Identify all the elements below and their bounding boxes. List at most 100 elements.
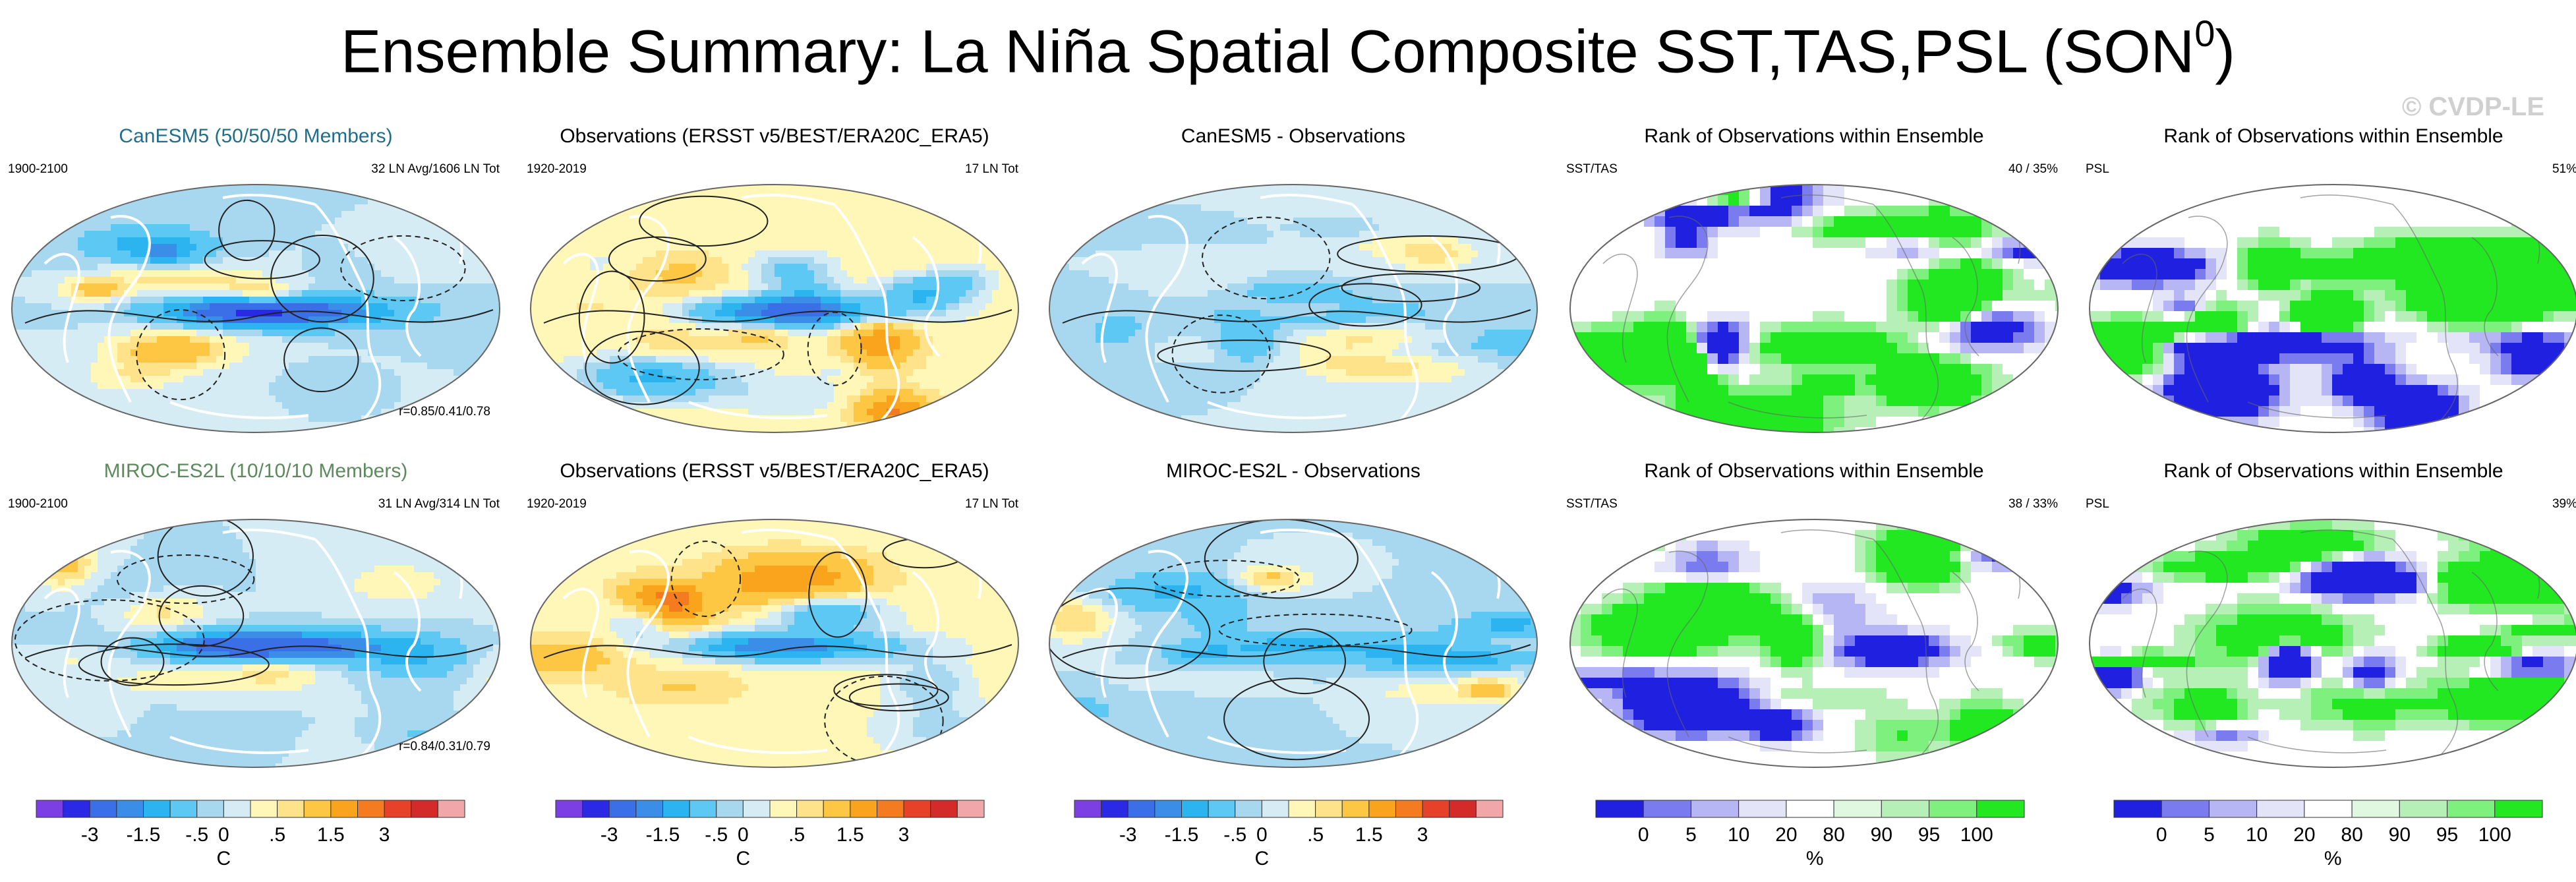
colorbar-swatch	[2494, 800, 2543, 818]
colorbar-tick-label: 3	[898, 824, 910, 846]
colorbar-swatch	[384, 800, 412, 818]
rank-map	[2089, 519, 2576, 768]
panel-right-label: 40 / 35%	[2008, 162, 2058, 177]
sst-map	[1049, 519, 1538, 768]
colorbar-swatch	[1154, 800, 1182, 818]
colorbar-swatch	[2208, 800, 2258, 818]
panel-title: Observations (ERSST v5/BEST/ERA20C_ERA5)	[524, 125, 1025, 148]
colorbar-tick-label: 0	[1256, 824, 1268, 846]
rank-colorbar: 0 5 10 20 80 90 95 100%	[2111, 798, 2546, 877]
colorbar-tick-label: 95	[1918, 824, 1940, 846]
colorbar-tick-label: .5	[788, 824, 805, 846]
colorbar-tick-label: 0	[218, 824, 229, 846]
colorbar-swatch	[1181, 800, 1209, 818]
panel-title: MIROC-ES2L (10/10/10 Members)	[5, 460, 506, 483]
colorbar-swatch	[1341, 800, 1370, 818]
colorbar-unit-label: C	[736, 848, 751, 869]
colorbar-swatch	[303, 800, 332, 818]
colorbar-unit-label: C	[1255, 848, 1270, 869]
colorbar-unit-label: %	[1806, 848, 1824, 869]
panel-right-label: 38 / 33%	[2008, 497, 2058, 512]
colorbar-swatch	[716, 800, 744, 818]
colorbar-swatch	[63, 800, 90, 818]
colorbar-tick-label: 0	[738, 824, 749, 846]
colorbar-swatch	[1929, 800, 1977, 818]
colorbar-swatch	[2447, 800, 2496, 818]
colorbar-tick-label: .5	[269, 824, 285, 846]
map-panel: Rank of Observations within Ensemble PSL 5…	[2083, 125, 2576, 435]
colorbar-swatch	[116, 800, 144, 818]
panel-title: MIROC-ES2L - Observations	[1043, 460, 1544, 483]
colorbar-swatch	[1315, 800, 1343, 818]
panel-right-label: 31 LN Avg/314 LN Tot	[378, 497, 500, 512]
colorbar-tick-label: -1.5	[1165, 824, 1199, 846]
panel-left-label: 1900-2100	[8, 162, 68, 177]
colorbar-tick-label: 3	[379, 824, 390, 846]
sst-map	[530, 519, 1019, 768]
panel-title: CanESM5 - Observations	[1043, 125, 1544, 148]
rank-colorbar: 0 5 10 20 80 90 95 100%	[1593, 798, 2028, 877]
colorbar-tick-label: 1.5	[1355, 824, 1383, 846]
colorbar-tick-label: 10	[2246, 824, 2268, 846]
colorbar-swatch	[2113, 800, 2162, 818]
colorbar-swatch	[2256, 800, 2305, 818]
colorbar-swatch	[143, 800, 171, 818]
colorbar-swatch	[277, 800, 305, 818]
panel-left-label: SST/TAS	[1566, 162, 1618, 177]
panel-right-label: 51%	[2552, 162, 2576, 177]
colorbar-tick-label: 20	[1775, 824, 1797, 846]
panel-right-label: 39%	[2552, 497, 2576, 512]
sst-map	[530, 184, 1019, 433]
sst-colorbar: -3 -1.5 -.5 0 .5 1.5 3 C	[1071, 798, 1506, 877]
colorbar-swatch	[823, 800, 851, 818]
colorbar-swatch	[956, 800, 985, 818]
colorbar-swatch	[1127, 800, 1156, 818]
colorbar-swatch	[223, 800, 251, 818]
sst-map	[11, 519, 500, 768]
colorbar-swatch	[903, 800, 931, 818]
panel-right-label: 17 LN Tot	[965, 162, 1018, 177]
colorbar-swatch	[169, 800, 198, 818]
colorbar-tick-label: 1.5	[317, 824, 345, 846]
colorbar-swatch	[1395, 800, 1423, 818]
colorbar-swatch	[582, 800, 610, 818]
panel-correlation-label: r=0.85/0.41/0.78	[399, 405, 490, 419]
colorbar-tick-label: -3	[600, 824, 618, 846]
map-panel: Rank of Observations within Ensemble PSL 3…	[2083, 460, 2576, 770]
panel-left-label: 1900-2100	[8, 497, 68, 512]
colorbar-swatch	[1881, 800, 1930, 818]
panel-title: Rank of Observations within Ensemble	[1564, 460, 2064, 483]
rank-map	[1569, 184, 2059, 433]
colorbar-tick-label: -1.5	[646, 824, 680, 846]
colorbar-swatch	[689, 800, 717, 818]
colorbar-swatch	[36, 800, 64, 818]
map-panel: Observations (ERSST v5/BEST/ERA20C_ERA5)…	[524, 460, 1025, 770]
panel-title: Rank of Observations within Ensemble	[2083, 125, 2576, 148]
map-panel: Rank of Observations within Ensemble SST/…	[1564, 125, 2064, 435]
colorbar-swatch	[1074, 800, 1102, 818]
colorbar-tick-label: 95	[2436, 824, 2458, 846]
colorbar-swatch	[1101, 800, 1128, 818]
panel-left-label: PSL	[2086, 497, 2109, 512]
colorbar-swatch	[1368, 800, 1396, 818]
colorbar-tick-label: 90	[2389, 824, 2411, 846]
colorbar-tick-label: 5	[2204, 824, 2215, 846]
colorbar-swatch	[1235, 800, 1262, 818]
rank-map	[1569, 519, 2059, 768]
colorbar-swatch	[742, 800, 771, 818]
colorbar-tick-label: 10	[1728, 824, 1749, 846]
panel-title: CanESM5 (50/50/50 Members)	[5, 125, 506, 148]
colorbar-swatch	[1738, 800, 1787, 818]
panel-title: Observations (ERSST v5/BEST/ERA20C_ERA5)	[524, 460, 1025, 483]
colorbar-swatch	[769, 800, 798, 818]
colorbar-tick-label: 1.5	[836, 824, 864, 846]
panel-left-label: 1920-2019	[527, 497, 587, 512]
colorbar-swatch	[635, 800, 663, 818]
colorbar-tick-label: 100	[2478, 824, 2511, 846]
panel-right-label: 17 LN Tot	[965, 497, 1018, 512]
panel-left-label: SST/TAS	[1566, 497, 1618, 512]
colorbar-swatch	[89, 800, 117, 818]
colorbar-tick-label: -.5	[185, 824, 208, 846]
colorbar-swatch	[2351, 800, 2400, 818]
map-panel: CanESM5 (50/50/50 Members) 1900-2100 32 LN…	[5, 125, 506, 435]
